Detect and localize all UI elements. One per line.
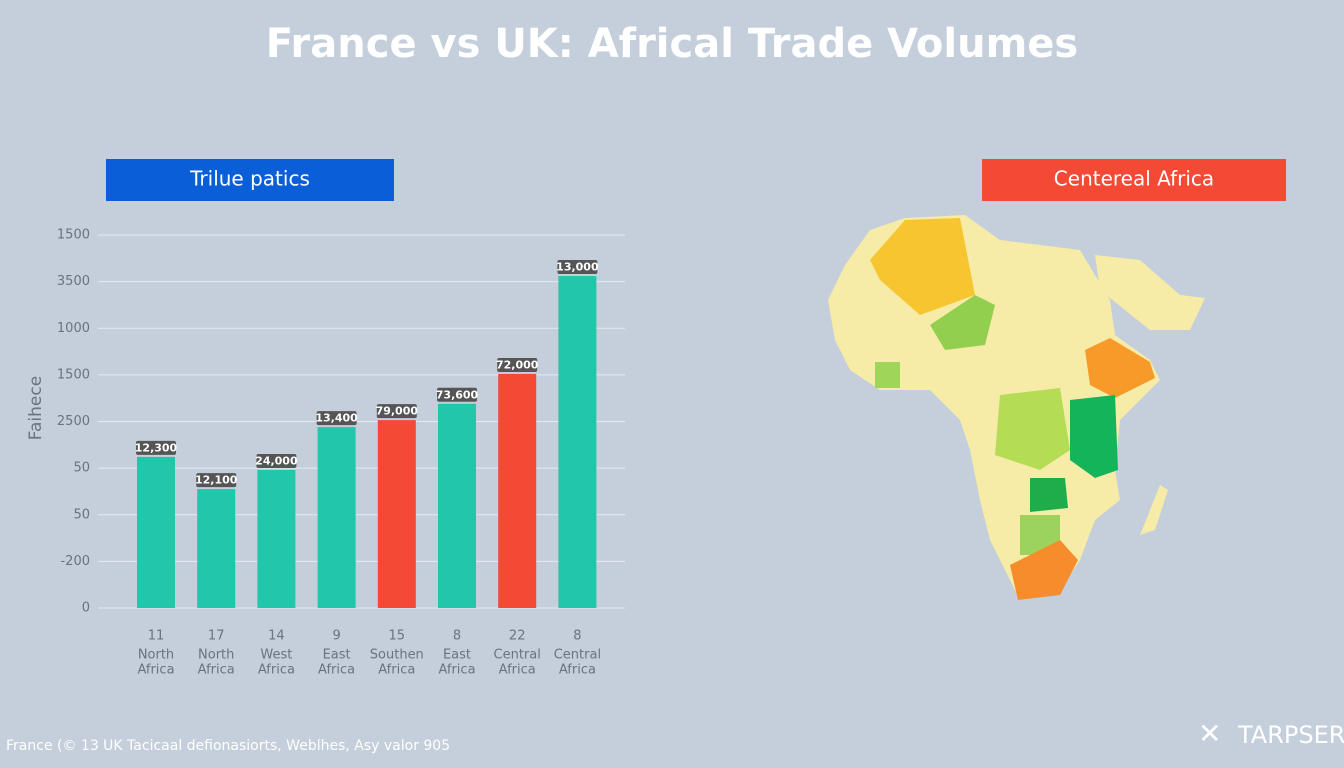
bar (197, 489, 236, 608)
bar-code: 14 (268, 629, 285, 644)
bar (498, 373, 537, 608)
y-tick-label: 0 (82, 601, 90, 616)
x-tick-label: Southen (370, 648, 424, 663)
bar-code: 11 (148, 629, 165, 644)
value-label: 13,400 (315, 412, 358, 425)
bar (558, 276, 597, 608)
panel-header (106, 159, 394, 201)
x-tick-label: East (443, 648, 471, 663)
bar-code: 9 (332, 629, 340, 644)
y-tick-label: 3500 (57, 274, 90, 289)
value-label: 13,000 (556, 261, 599, 274)
africa-map (828, 215, 1205, 600)
value-label: 72,000 (496, 358, 539, 371)
x-tick-label: East (323, 648, 351, 663)
value-label-bg (136, 440, 176, 455)
title: France vs UK: Africal Trade Volumes (266, 21, 1078, 67)
x-tick-label: North (138, 648, 174, 663)
x-tick-label: Africa (258, 663, 295, 678)
value-label-bg (316, 411, 357, 426)
value-label: 12,300 (135, 441, 178, 454)
value-label-bg (437, 387, 477, 402)
map-header (982, 159, 1286, 201)
value-label: 79,000 (376, 405, 419, 418)
x-tick-label: West (260, 648, 292, 663)
value-label: 73,600 (436, 388, 479, 401)
x-tick-label: Africa (137, 663, 174, 678)
bar (438, 403, 476, 608)
bar-code: 8 (453, 629, 461, 644)
x-tick-label: Africa (318, 663, 355, 678)
x-tick-label: Central (554, 648, 601, 663)
map-title: Centereal Africa (1054, 167, 1214, 191)
x-tick-label: North (198, 648, 234, 663)
y-tick-label: 2500 (57, 414, 90, 429)
y-tick-label: 50 (73, 507, 90, 522)
value-label: 12,100 (195, 474, 238, 487)
y-axis-label: Faihece (26, 376, 46, 440)
bar (257, 469, 296, 608)
logo-icon: ✕ (1198, 717, 1221, 750)
value-label-bg (196, 473, 237, 488)
y-tick-label: 1500 (57, 367, 90, 382)
bar-code: 15 (389, 629, 406, 644)
bar-code: 22 (509, 629, 526, 644)
value-label: 24,000 (255, 454, 298, 467)
x-tick-label: Africa (198, 663, 235, 678)
x-tick-label: Africa (559, 663, 596, 678)
y-tick-label: -200 (60, 554, 90, 569)
value-label-bg (376, 404, 417, 419)
bar (377, 420, 416, 608)
x-tick-label: Africa (378, 663, 415, 678)
value-label-bg (497, 357, 538, 372)
bar-code: 17 (208, 629, 225, 644)
x-tick-label: Central (494, 648, 541, 663)
value-label-bg (557, 260, 598, 275)
y-tick-label: 1000 (57, 321, 90, 336)
footer: France (© 13 UK Tacicaal defionasiorts, … (6, 738, 450, 754)
y-tick-label: 50 (73, 461, 90, 476)
logo: TARPSER (1237, 721, 1344, 749)
x-tick-label: Africa (499, 663, 536, 678)
value-label-bg (256, 453, 297, 468)
panel-title: Trilue patics (189, 167, 310, 191)
bar (317, 427, 356, 608)
bar-code: 8 (573, 629, 581, 644)
x-tick-label: Africa (438, 663, 475, 678)
bar (137, 456, 175, 608)
y-tick-label: 1500 (57, 228, 90, 243)
